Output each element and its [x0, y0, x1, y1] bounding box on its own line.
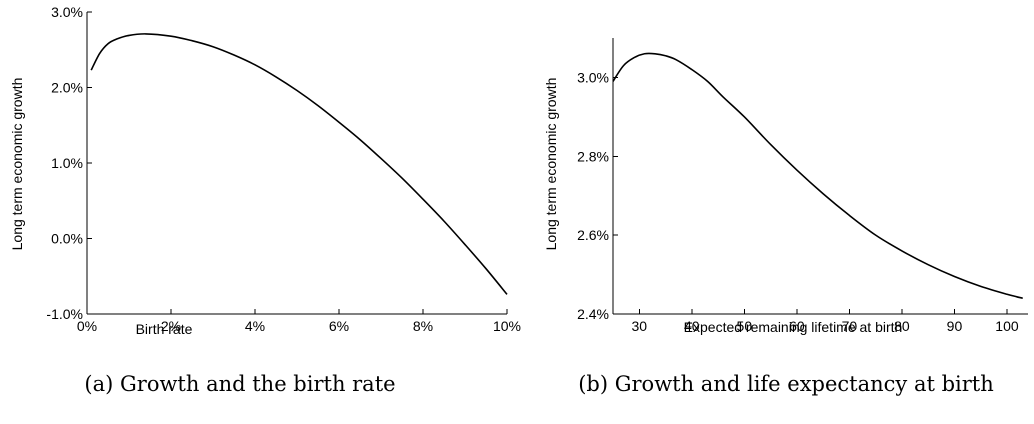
- chart-b-x-tick-label: 80: [894, 318, 910, 334]
- chart-a-y-axis-label: Long term economic growth: [9, 78, 25, 251]
- chart-b-series-group: [612, 52, 1023, 300]
- chart-a-y-tick-label: 2.0%: [51, 80, 83, 96]
- chart-a-series-group: [90, 33, 508, 295]
- chart-a-caption: (a) Growth and the birth rate: [84, 372, 395, 396]
- chart-b-axes: [612, 38, 1028, 315]
- chart-b-ticks: 30 40 50 60 70 80 90 100 2.4% 2.6% 2.8% 3.0%: [577, 69, 1019, 334]
- chart-a-y-tick-label: 1.0%: [51, 155, 83, 171]
- chart-b-x-tick-label: 40: [684, 318, 700, 334]
- chart-b-y-tick-label: 2.4%: [577, 306, 609, 322]
- chart-b-x-tick-label: 100: [995, 318, 1019, 334]
- chart-a-y-tick-label: 3.0%: [51, 4, 83, 20]
- chart-b-y-tick-label: 3.0%: [577, 69, 609, 85]
- chart-b-x-tick-label: 50: [737, 318, 753, 334]
- chart-a-x-tick-label: 10%: [493, 318, 521, 334]
- chart-b-caption: (b) Growth and life expectancy at birth: [578, 372, 994, 396]
- chart-b-y-axis-label: Long term economic growth: [543, 78, 559, 251]
- chart-a-axes: [86, 12, 507, 315]
- chart-a-x-tick-label: 6%: [329, 318, 349, 334]
- chart-b-x-axis-label: Expected remaining lifetime at birth: [684, 319, 903, 335]
- chart-a-y-tick-label: -1.0%: [46, 306, 83, 322]
- chart-b-y-tick-label: 2.8%: [577, 148, 609, 164]
- chart-b-x-tick-label: 90: [947, 318, 963, 334]
- chart-a-x-axis-label: Birth rate: [136, 321, 193, 337]
- chart-a-y-tick-label: 0.0%: [51, 231, 83, 247]
- chart-b-x-tick-label: 60: [789, 318, 805, 334]
- chart-b-series-line: [612, 52, 1023, 300]
- chart-a-ticks: 0% 2% 4% 6% 8% 10% -1.0% 0.0% 1.0% 2.0% 3.0%: [46, 4, 521, 334]
- chart-panel-a: 0% 2% 4% 6% 8% 10% -1.0% 0.0% 1.0% 2.0% 3.0% Birth…: [9, 4, 521, 396]
- chart-panel-b: 30 40 50 60 70 80 90 100 2.4% 2.6% 2.8% 3.0% Expect…: [543, 38, 1028, 396]
- chart-a-x-tick-label: 4%: [245, 318, 265, 334]
- chart-a-x-tick-label: 8%: [413, 318, 433, 334]
- chart-b-x-tick-label: 70: [842, 318, 858, 334]
- chart-b-y-tick-label: 2.6%: [577, 227, 609, 243]
- chart-a-x-tick-label: 0%: [77, 318, 97, 334]
- chart-a-x-tick-label: 2%: [161, 318, 181, 334]
- chart-a-series-line: [90, 33, 508, 295]
- chart-b-x-tick-label: 30: [631, 318, 647, 334]
